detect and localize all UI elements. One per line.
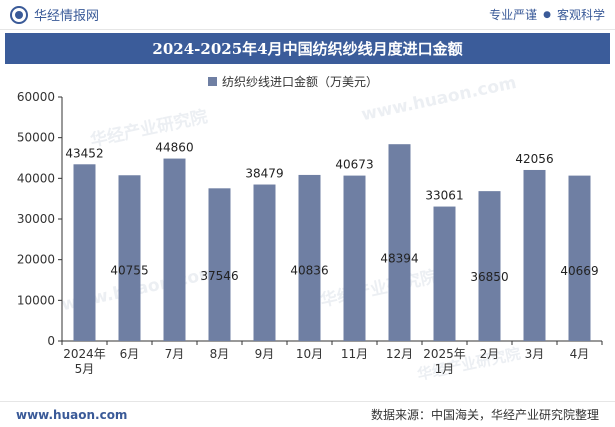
data-label: 38479	[245, 167, 283, 181]
x-tick-label: 2024年 5月	[63, 347, 106, 376]
x-tick-label: 2025年 1月	[423, 347, 466, 376]
footer: www.huaon.com 数据来源：中国海关，华经产业研究院整理	[0, 401, 615, 427]
data-label: 44860	[155, 141, 193, 155]
bar	[118, 175, 141, 341]
bar	[478, 191, 501, 341]
data-label: 40836	[290, 264, 328, 278]
chart-title: 2024-2025年4月中国纺织纱线月度进口金额	[5, 33, 610, 64]
slogan: 专业严谨 ● 客观科学	[489, 6, 605, 23]
bar	[523, 169, 546, 341]
watermark-text: 华经产业研究院	[318, 266, 439, 311]
x-tick-label: 2月	[480, 347, 500, 361]
bar	[298, 174, 321, 341]
x-tick-label: 8月	[210, 347, 230, 361]
data-label: 36850	[470, 270, 508, 284]
data-label: 40755	[110, 264, 148, 278]
y-tick-label: 60000	[17, 90, 55, 104]
x-tick-label: 9月	[255, 347, 275, 361]
footer-source: 数据来源：中国海关，华经产业研究院整理	[370, 408, 599, 422]
watermark-text: www.huaon.com	[360, 73, 519, 125]
data-label: 33061	[425, 189, 463, 203]
bar-chart: 华经产业研究院www.huaon.com华经产业研究院www.huaon.com…	[17, 73, 603, 384]
x-tick-label: 10月	[296, 347, 323, 361]
bar	[163, 158, 186, 341]
x-tick-label: 3月	[525, 347, 545, 361]
data-label: 37546	[200, 269, 238, 283]
bar	[343, 175, 366, 341]
bar	[388, 144, 411, 341]
brand-logo-icon	[10, 5, 28, 24]
legend-label: 纺织纱线进口金额（万美元）	[222, 74, 378, 89]
y-tick-label: 50000	[17, 131, 55, 145]
footer-site-link[interactable]: www.huaon.com	[16, 407, 128, 422]
data-label: 48394	[380, 251, 418, 265]
y-tick-label: 20000	[17, 253, 55, 267]
bar	[208, 188, 231, 341]
slogan-dot-icon: ●	[543, 9, 551, 20]
bar	[253, 184, 276, 341]
bar	[568, 175, 591, 341]
x-tick-label: 7月	[165, 347, 185, 361]
x-tick-label: 12月	[386, 347, 413, 361]
slogan-right: 客观科学	[556, 8, 605, 22]
y-tick-label: 30000	[17, 212, 55, 226]
brand[interactable]: 华经情报网	[10, 5, 99, 24]
data-label: 40669	[560, 264, 598, 278]
x-tick-label: 6月	[120, 347, 140, 361]
slogan-left: 专业严谨	[489, 8, 538, 22]
bar	[433, 206, 456, 341]
data-label: 43452	[65, 146, 103, 160]
y-tick-label: 40000	[17, 171, 55, 185]
top-bar: 华经情报网 专业严谨 ● 客观科学	[0, 0, 615, 30]
brand-name: 华经情报网	[34, 9, 100, 24]
data-label: 40673	[335, 158, 373, 172]
legend-swatch	[208, 77, 217, 86]
y-tick-label: 0	[47, 334, 55, 348]
x-tick-label: 11月	[341, 347, 368, 361]
x-tick-label: 4月	[570, 347, 590, 361]
bar	[73, 164, 96, 341]
y-tick-label: 10000	[17, 293, 55, 307]
data-label: 42056	[515, 152, 553, 166]
